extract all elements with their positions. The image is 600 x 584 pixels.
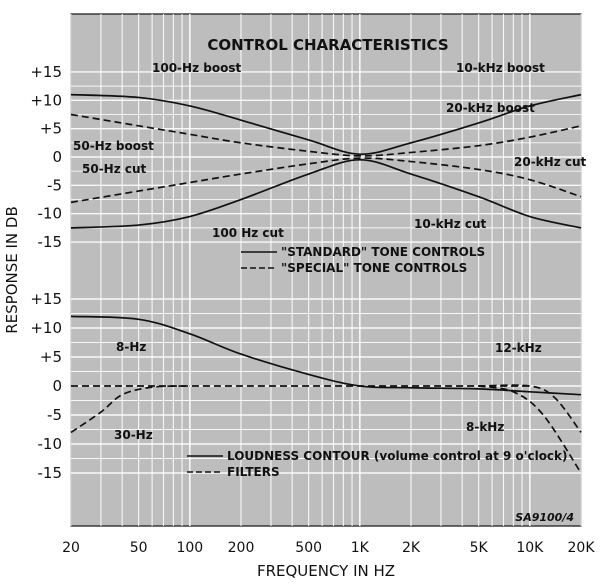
solid-curve xyxy=(70,158,582,229)
y-tick-label: -10 xyxy=(38,435,63,453)
legend-label: FILTERS xyxy=(227,465,280,479)
y-tick-label: +15 xyxy=(30,290,62,308)
x-tick-label: 5K xyxy=(470,540,489,556)
x-tick-label: 20K xyxy=(568,540,596,556)
annotation-label: 50-Hz boost xyxy=(73,139,154,153)
annotation-label: 10-kHz cut xyxy=(414,217,487,231)
dashed-curve xyxy=(70,385,190,434)
x-tick-label: 2K xyxy=(402,540,421,556)
annotation-label: 10-kHz boost xyxy=(456,61,545,75)
dashed-curve xyxy=(70,157,582,204)
y-axis-label: RESPONSE IN DB xyxy=(3,206,21,334)
legend-label: "STANDARD" TONE CONTROLS xyxy=(281,245,485,259)
y-tick-label: +10 xyxy=(30,91,62,109)
y-tick-label: -5 xyxy=(47,176,62,194)
legend-label: LOUDNESS CONTOUR (volume control at 9 o'… xyxy=(227,449,568,463)
annotation-label: 50-Hz cut xyxy=(82,162,147,176)
y-tick-label: -10 xyxy=(38,205,63,223)
dashed-curve xyxy=(478,385,582,474)
x-tick-label: 200 xyxy=(228,540,255,556)
legends: "STANDARD" TONE CONTROLS "SPECIAL" TONE C… xyxy=(187,245,568,479)
annotation-label: 100-Hz boost xyxy=(152,61,241,75)
y-tick-label: -15 xyxy=(38,464,63,482)
figure-code: SA9100/4 xyxy=(515,511,574,524)
x-tick-label: 500 xyxy=(295,540,322,556)
annotation-label: 100 Hz cut xyxy=(212,226,284,240)
y-tick-label: 0 xyxy=(52,148,62,166)
grid-lines xyxy=(70,14,582,526)
annotation-label: 8-kHz xyxy=(466,420,504,434)
axes: 20 50 100 200 500 1K 2K 5K 10K 20K +15 +10 +5 0 -5 -10 -… xyxy=(30,63,595,556)
y-tick-label: +10 xyxy=(30,319,62,337)
x-tick-label: 20 xyxy=(62,540,80,556)
x-tick-label: 1K xyxy=(351,540,370,556)
curves xyxy=(70,93,582,474)
annotation-label: 12-kHz xyxy=(495,341,542,355)
solid-curve xyxy=(70,315,582,396)
y-tick-label: +15 xyxy=(30,63,62,81)
y-tick-label: -5 xyxy=(47,406,62,424)
annotation-label: 20-kHz boost xyxy=(446,101,535,115)
chart-title: CONTROL CHARACTERISTICS xyxy=(207,36,448,54)
annotation-label: 20-kHz cut xyxy=(514,155,587,169)
solid-curve xyxy=(70,93,582,156)
y-tick-label: +5 xyxy=(40,120,62,138)
annotation-label: 8-Hz xyxy=(116,340,146,354)
dashed-curve xyxy=(70,113,582,157)
annotations: 100-Hz boost 50-Hz boost 50-Hz cut 100 Hz c… xyxy=(73,61,587,442)
x-tick-label: 10K xyxy=(516,540,544,556)
annotation-label: 30-Hz xyxy=(114,428,153,442)
y-tick-label: -15 xyxy=(38,233,63,251)
x-tick-label: 50 xyxy=(130,540,148,556)
x-tick-label: 100 xyxy=(176,540,203,556)
y-tick-label: 0 xyxy=(52,377,62,395)
y-tick-label: +5 xyxy=(40,348,62,366)
x-axis-label: FREQUENCY IN HZ xyxy=(257,562,395,580)
legend-label: "SPECIAL" TONE CONTROLS xyxy=(281,261,467,275)
dashed-curve xyxy=(478,384,582,433)
